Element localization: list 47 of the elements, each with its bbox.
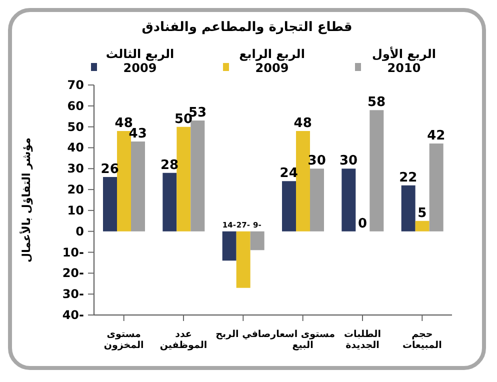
bar — [190, 120, 205, 232]
legend-label: الربع الرابع 2009 — [238, 47, 306, 75]
bar — [310, 168, 324, 232]
legend-label: الربع الأول 2010 — [371, 47, 437, 75]
y-tick-label: -20 — [62, 266, 84, 280]
bar — [117, 131, 131, 232]
y-tick-label: 0 — [76, 224, 84, 238]
y-axis-title: مؤشر التفاؤل بالأعمال — [18, 138, 33, 262]
bar — [296, 131, 310, 232]
data-label: 0 — [358, 216, 368, 232]
y-tick-label: 10 — [67, 203, 84, 218]
bar — [429, 144, 444, 232]
bar — [370, 110, 384, 232]
data-label: 5 — [418, 206, 427, 221]
bar — [103, 177, 117, 232]
x-tick-label: مستوى اسعار البيع — [270, 329, 336, 351]
data-label: 58 — [367, 95, 386, 110]
x-tick-label: حجم المبيعات — [402, 329, 442, 351]
bar — [401, 185, 416, 232]
data-label: 30 — [339, 154, 358, 169]
bar — [176, 126, 191, 232]
x-tick-label: صافي الربح — [216, 329, 271, 340]
bar — [236, 231, 250, 288]
bar — [222, 231, 236, 261]
bar — [250, 231, 264, 250]
bar — [415, 220, 430, 232]
bar — [131, 141, 145, 232]
y-tick-label: 20 — [67, 182, 84, 197]
y-tick-label: 70 — [67, 78, 84, 92]
x-tick-label: عدد الموظفين — [160, 329, 208, 351]
data-label: 48 — [294, 116, 312, 131]
y-tick-label: -40 — [62, 308, 84, 322]
bar — [162, 172, 177, 232]
x-tick-label: مستوى المخزون — [104, 329, 144, 351]
y-tick-label: 60 — [67, 98, 84, 113]
chart-title: قطاع التجارة والمطاعم والفنادق — [140, 20, 354, 35]
y-tick-label: 30 — [67, 162, 84, 176]
x-tick-label: الطلبات الجديدة — [344, 329, 381, 351]
data-label: 42 — [427, 128, 446, 144]
bar — [342, 168, 356, 232]
legend-label: الربع الثالث 2009 — [104, 47, 176, 75]
y-tick-label: -30 — [62, 287, 84, 302]
y-tick-label: 40 — [67, 140, 84, 155]
bar — [282, 181, 296, 232]
y-tick-label: 50 — [67, 120, 84, 134]
y-tick-label: -10 — [62, 245, 84, 260]
data-label: 22 — [399, 170, 418, 186]
